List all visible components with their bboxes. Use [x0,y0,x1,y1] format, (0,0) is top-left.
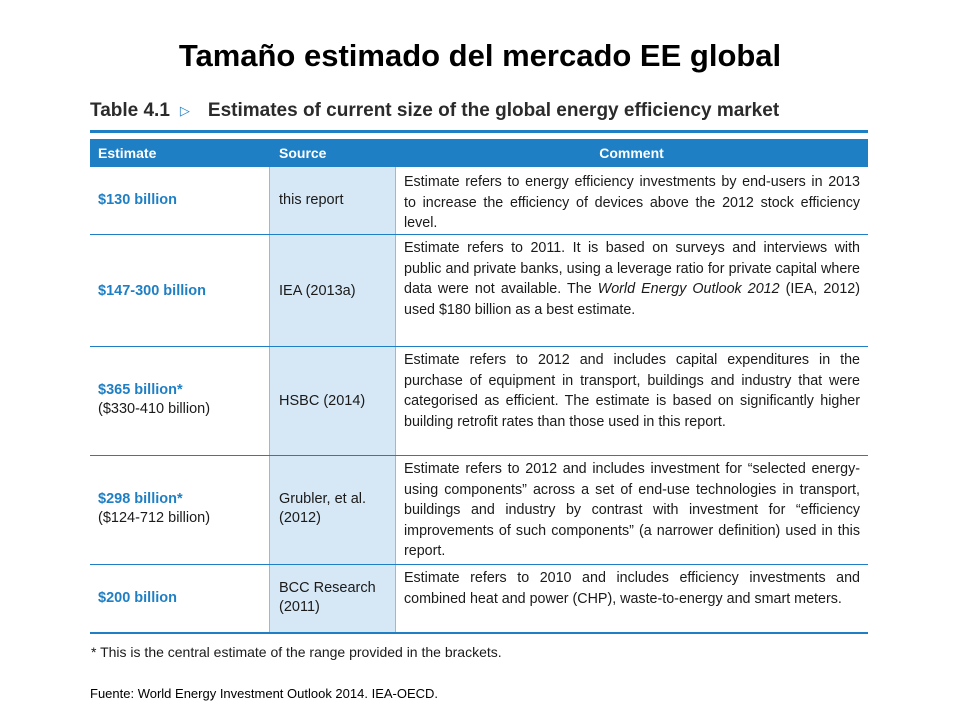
source-note: Fuente: World Energy Investment Outlook … [90,686,439,701]
comment-text: (IEA, 2012) used $180 billion as a best … [404,281,860,318]
slide-title: Tamaño estimado del mercado EE global [178,38,782,73]
table-caption: Estimates of current size of the global … [207,100,780,121]
table-row-3-source: HSBC (2014) [279,393,366,409]
bottom-divider [90,632,868,634]
row-divider [90,564,868,565]
table-row-4-source: Grubler, et al. (2012) [279,491,367,526]
table-row-3-estimate: $365 billion* ($330-410 billion) [98,381,266,419]
table-footnote: * This is the central estimate of the ra… [91,644,502,660]
table-row-2-source: IEA (2013a) [279,283,356,299]
table-row-5-estimate: $200 billion [98,589,266,608]
column-header-comment: Comment [395,139,868,167]
table-row-2-estimate: $147-300 billion [98,282,266,301]
table-row-1-comment: Estimate refers to energy efficiency inv… [404,174,860,231]
publication-title: World Energy Outlook 2012 [597,281,780,297]
table-row-2-comment: Estimate refers to 2011. It is based on … [404,238,860,320]
estimate-range: ($330-410 billion) [98,401,211,417]
top-divider [90,130,868,133]
table-row-5-comment: Estimate refers to 2010 and includes eff… [404,570,860,607]
row-divider [90,346,868,347]
source-column-background [270,167,395,633]
estimate-value: $130 billion [98,192,177,208]
estimate-value: $365 billion* [98,382,183,398]
triangle-arrow-icon: ▷ [179,103,190,118]
estimate-value: $298 billion* [98,491,183,507]
table-row-1-source: this report [279,192,344,208]
column-header-source: Source [270,139,395,167]
column-divider [269,167,270,633]
table-row-3-comment: Estimate refers to 2012 and includes cap… [404,352,860,430]
estimate-range: ($124-712 billion) [98,510,211,526]
row-divider [90,455,868,456]
estimate-value: $200 billion [98,590,177,606]
column-divider [395,167,396,633]
table-number: Table 4.1 [90,100,170,121]
table-row-4-comment: Estimate refers to 2012 and includes inv… [404,461,860,559]
column-header-estimate: Estimate [90,139,270,167]
table-row-1-estimate: $130 billion [98,191,266,210]
table-row-4-estimate: $298 billion* ($124-712 billion) [98,490,266,528]
table-header: Table 4.1 ▷ Estimates of current size of… [90,96,870,126]
estimate-value: $147-300 billion [98,283,206,299]
row-divider [90,234,868,235]
table-row-5-source: BCC Research (2011) [279,580,376,615]
comment-text: Estimate refers to 2011. It is based on … [404,240,860,297]
